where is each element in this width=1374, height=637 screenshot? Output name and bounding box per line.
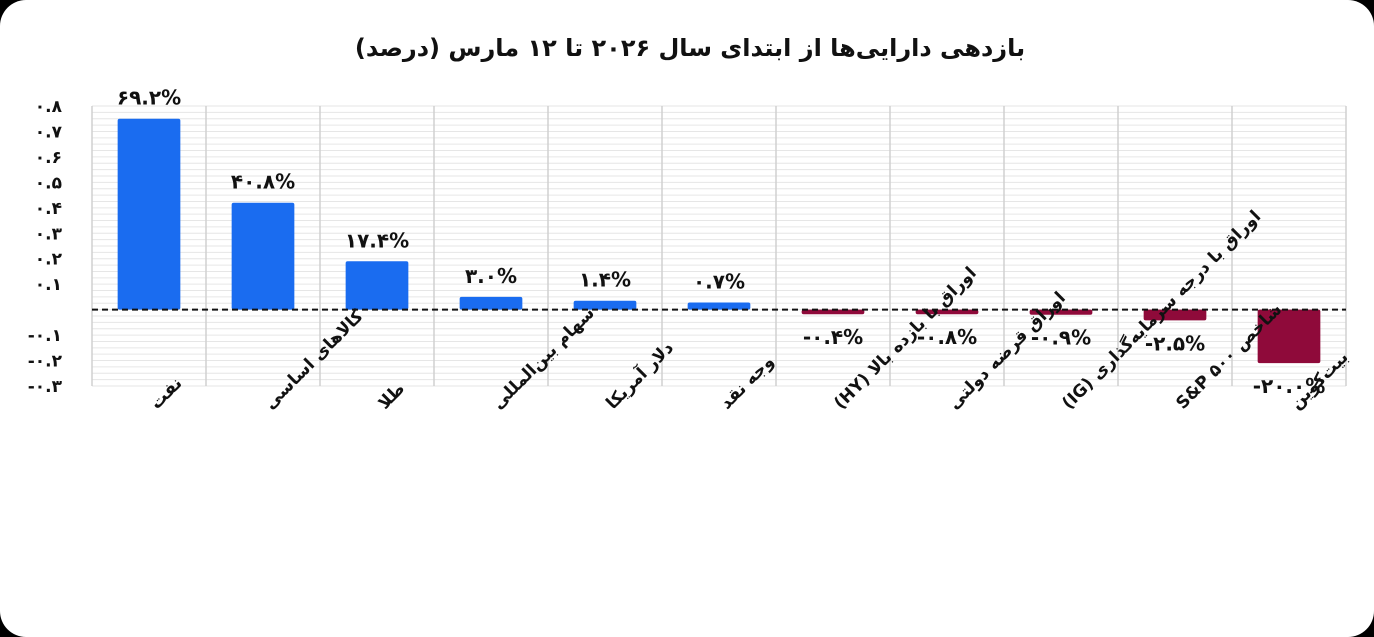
data-label: ۱.۴% — [579, 268, 631, 292]
y-tick-label: -۰.۱ — [28, 326, 62, 346]
chart-title: بازدهی دارایی‌ها از ابتدای سال ۲۰۲۶ تا ۱… — [355, 34, 1025, 62]
data-label: ۰.۷% — [693, 270, 745, 294]
bar — [117, 118, 181, 310]
y-tick-label: ۰.۲ — [35, 250, 63, 270]
bar — [573, 300, 637, 310]
y-tick-label: ۰.۷ — [35, 122, 63, 142]
data-label: ۱۷.۴% — [345, 228, 409, 252]
bar — [915, 309, 979, 315]
data-label: -۲.۵% — [1145, 331, 1205, 355]
x-tick-label: سهام بین‌المللی — [488, 303, 598, 413]
y-tick-label: ۰.۶ — [35, 148, 62, 168]
bars — [117, 118, 1321, 364]
data-label: -۲۰.۰% — [1253, 374, 1326, 398]
y-tick-label: -۰.۲ — [28, 352, 63, 372]
y-tick-label: ۰.۵ — [35, 173, 62, 193]
y-tick-label: -۰.۳ — [28, 377, 63, 397]
data-label: -۰.۴% — [803, 325, 863, 349]
data-label: -۰.۹% — [1031, 326, 1091, 350]
x-tick-label: طلا — [374, 379, 409, 414]
bar — [231, 202, 295, 310]
data-labels: ۶۹.۲% ۴۰.۸% ۱۷.۴% ۳.۰% ۱.۴% ۰.۷% -۰.۴% -۰.۸% -۰.… — [117, 86, 1325, 398]
data-label: ۴۰.۸% — [231, 170, 295, 194]
bar — [459, 296, 523, 310]
y-axis-ticks: ۰.۸ ۰.۷ ۰.۶ ۰.۵ ۰.۴ ۰.۳ ۰.۲ ۰.۱ -۰.۱ -۰.۲ -۰.۳ — [28, 97, 63, 397]
y-tick-label: ۰.۴ — [35, 199, 62, 219]
x-tick-label: اوراق قرضه دولتی — [944, 288, 1069, 413]
bar — [345, 261, 409, 310]
y-tick-label: ۰.۸ — [35, 97, 63, 117]
bar — [1029, 309, 1093, 315]
y-tick-label: ۰.۳ — [35, 224, 63, 244]
y-tick-label: ۰.۱ — [35, 275, 62, 295]
data-label: -۰.۸% — [917, 325, 977, 349]
bar — [1257, 309, 1321, 364]
bar — [801, 309, 865, 315]
data-label: ۳.۰% — [465, 264, 517, 288]
bar — [1143, 309, 1207, 321]
data-label: ۶۹.۲% — [117, 86, 181, 110]
bar — [687, 302, 751, 310]
